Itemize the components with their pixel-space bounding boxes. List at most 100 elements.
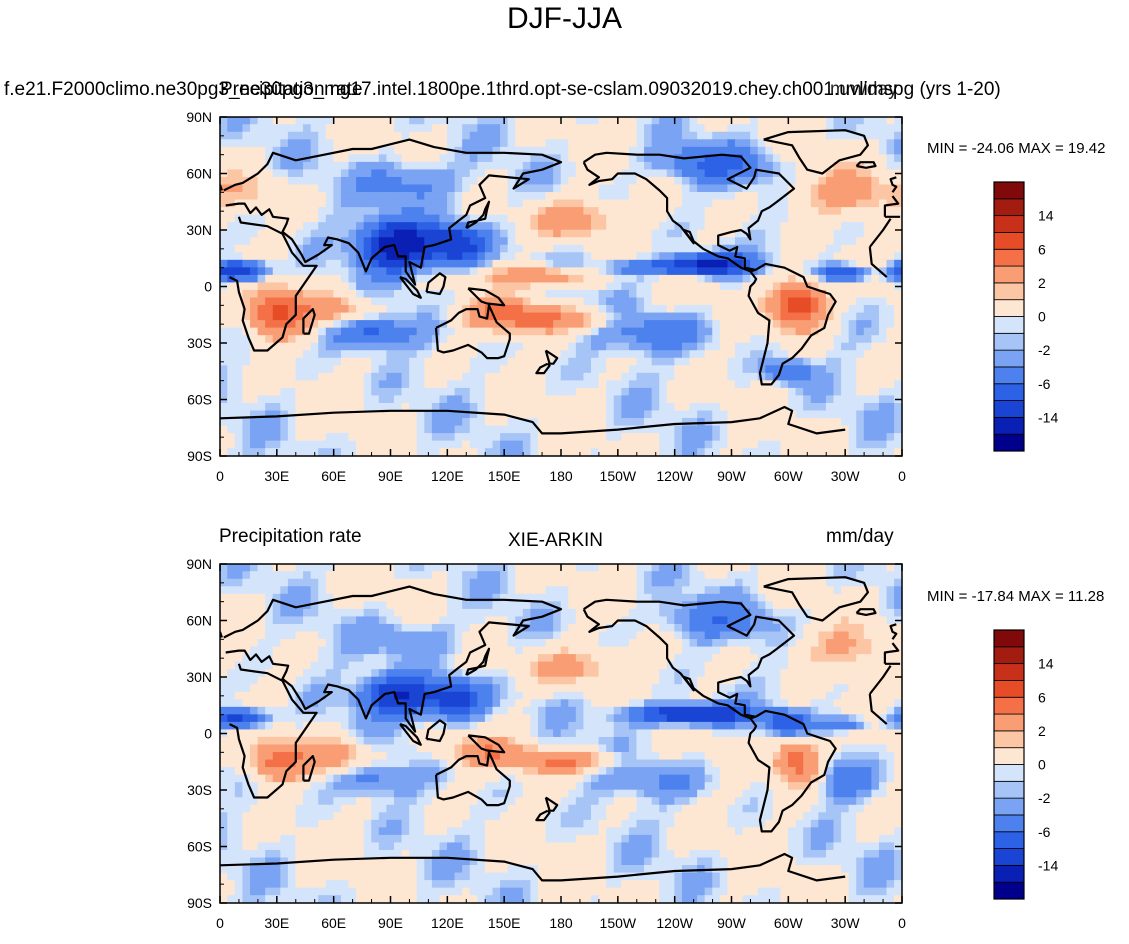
field-cell — [575, 267, 585, 276]
field-cell — [287, 350, 297, 359]
field-cell — [636, 229, 645, 239]
field-cell — [416, 312, 426, 321]
field-cell — [234, 608, 244, 618]
field-cell — [780, 601, 789, 610]
field-cell — [598, 169, 607, 178]
field-cell — [780, 380, 789, 389]
field-cell — [644, 586, 653, 595]
field-cell — [393, 192, 403, 201]
field-cell — [606, 601, 615, 610]
field-cell — [401, 593, 410, 603]
field-cell — [303, 297, 312, 306]
field-cell — [772, 342, 782, 352]
field-cell — [447, 320, 456, 329]
field-cell — [515, 335, 524, 344]
field-cell — [439, 297, 448, 306]
field-cell — [356, 448, 365, 456]
colorbar-swatch — [993, 248, 1025, 267]
field-cell — [818, 124, 827, 133]
field-cell — [484, 252, 494, 261]
field-cell — [303, 207, 312, 216]
field-cell — [454, 365, 463, 374]
field-cell — [628, 305, 638, 314]
field-cell — [628, 154, 638, 163]
field-cell — [257, 418, 266, 427]
field-cell — [287, 564, 297, 573]
field-cell — [310, 259, 320, 269]
field-cell — [295, 252, 304, 261]
field-cell — [553, 357, 562, 367]
field-cell — [878, 244, 888, 254]
field-cell — [674, 312, 683, 321]
field-cell — [469, 380, 479, 389]
field-cell — [325, 154, 335, 163]
field-cell — [447, 161, 456, 171]
field-cell — [234, 425, 244, 434]
field-cell — [416, 342, 426, 352]
field-cell — [295, 244, 304, 254]
field-cell — [697, 395, 706, 404]
field-cell — [636, 608, 645, 618]
field-cell — [621, 207, 630, 216]
field-cell — [454, 184, 463, 193]
field-cell — [477, 244, 486, 254]
field-cell — [348, 146, 357, 156]
field-cell — [621, 433, 630, 442]
field-cell — [841, 305, 850, 314]
field-cell — [439, 564, 448, 573]
field-cell — [742, 199, 751, 208]
field-cell — [431, 593, 441, 603]
field-cell — [613, 282, 623, 291]
field-cell — [424, 601, 433, 610]
field-cell — [636, 601, 645, 610]
field-cell — [788, 357, 797, 367]
field-cell — [863, 207, 873, 216]
field-cell — [674, 267, 683, 276]
field-cell — [310, 161, 320, 171]
field-cell — [795, 169, 804, 178]
field-cell — [833, 564, 842, 573]
field-cell — [848, 448, 858, 456]
field-cell — [591, 395, 600, 404]
field-cell — [704, 372, 714, 382]
field-cell — [295, 433, 304, 442]
field-cell — [848, 357, 858, 367]
field-cell — [697, 139, 706, 148]
field-cell — [356, 372, 365, 382]
field-cell — [795, 578, 804, 588]
field-cell — [378, 372, 388, 382]
field-cell — [507, 207, 517, 216]
field-cell — [772, 305, 782, 314]
field-cell — [227, 222, 236, 231]
field-cell — [462, 289, 471, 299]
field-cell — [515, 357, 524, 367]
field-cell — [371, 410, 380, 419]
field-cell — [833, 192, 842, 201]
field-cell — [265, 199, 274, 208]
panel2-center-title: XIE-ARKIN — [508, 530, 604, 551]
field-cell — [265, 312, 274, 321]
field-cell — [348, 207, 357, 216]
field-cell — [424, 237, 433, 246]
field-cell — [848, 146, 858, 156]
field-cell — [280, 350, 289, 359]
field-cell — [795, 305, 804, 314]
field-cell — [287, 274, 297, 284]
field-cell — [560, 222, 570, 231]
field-cell — [545, 237, 554, 246]
field-cell — [507, 342, 517, 352]
field-cell — [431, 169, 441, 178]
field-cell — [621, 222, 630, 231]
field-cell — [393, 237, 403, 246]
field-cell — [401, 395, 410, 404]
field-cell — [583, 380, 592, 389]
field-cell — [257, 237, 266, 246]
field-cell — [613, 297, 623, 306]
field-cell — [356, 380, 365, 389]
field-cell — [659, 274, 668, 284]
field-cell — [697, 131, 706, 141]
field-cell — [818, 131, 827, 141]
field-cell — [356, 199, 365, 208]
field-cell — [242, 564, 251, 573]
field-cell — [772, 154, 782, 163]
